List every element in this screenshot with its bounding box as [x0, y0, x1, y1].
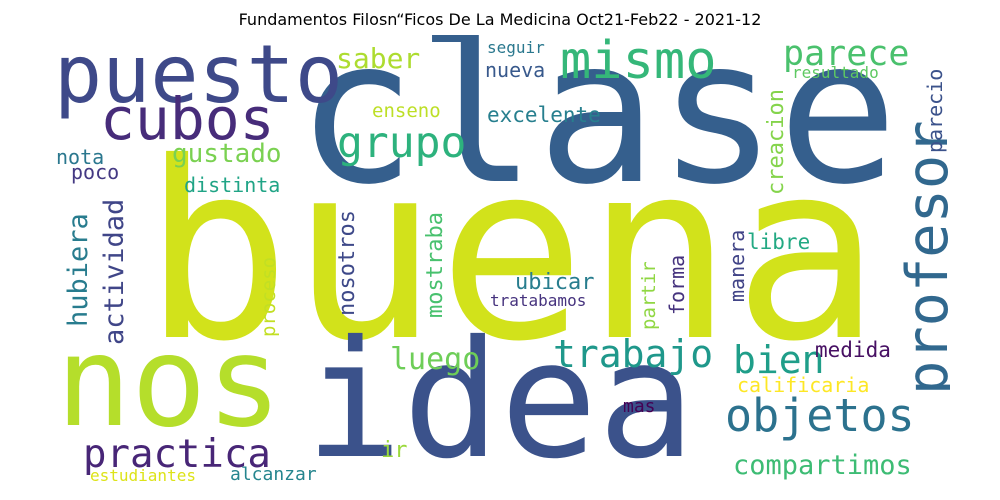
word-clase: clase: [296, 35, 899, 229]
word-ubicar: ubicar: [515, 270, 595, 295]
word-manera: manera: [725, 229, 749, 302]
word-mas: mas: [623, 396, 656, 417]
word-partir: partir: [638, 261, 660, 330]
word-hubiera: hubiera: [63, 213, 94, 327]
word-grupo: grupo: [337, 118, 467, 168]
word-trabajo: trabajo: [553, 332, 714, 376]
word-puesto: puesto: [54, 35, 343, 121]
word-idea: idea: [305, 307, 696, 485]
word-nota: nota: [56, 145, 105, 169]
word-excelente: excelente: [487, 103, 601, 127]
word-distinta: distinta: [184, 173, 281, 197]
word-tratabamos: tratabamos: [490, 291, 587, 310]
word-alcanzar: alcanzar: [230, 464, 317, 485]
word-forma: forma: [665, 254, 689, 315]
word-creacion: creacion: [764, 89, 789, 195]
word-bien: bien: [733, 338, 825, 382]
word-profesor: profesor: [895, 120, 950, 395]
word-parecio: parecio: [923, 68, 947, 153]
word-actividad: actividad: [99, 198, 130, 345]
word-estudiantes: estudiantes: [90, 466, 196, 485]
word-nos: nos: [56, 310, 282, 455]
word-ir: ir: [381, 438, 408, 463]
word-parece: parece: [783, 35, 910, 74]
word-poco: poco: [71, 160, 120, 184]
word-libre: libre: [747, 230, 811, 254]
word-saber: saber: [336, 42, 421, 75]
word-mismo: mismo: [560, 35, 717, 91]
word-gustado: gustado: [172, 139, 282, 169]
word-enseno: enseno: [372, 100, 441, 122]
word-luego: luego: [390, 342, 481, 377]
word-calificaria: calificaria: [737, 373, 870, 397]
word-nueva: nueva: [485, 58, 546, 82]
page-title: Fundamentos Filosn“Ficos De La Medicina …: [238, 10, 762, 29]
word-resultado: resultado: [792, 63, 879, 82]
word-cubos: cubos: [100, 85, 275, 153]
word-cloud: buena clase idea nos puesto cubos mismo …: [50, 35, 950, 485]
word-buena: buena: [143, 110, 881, 395]
word-medida: medida: [815, 338, 891, 362]
word-seguir: seguir: [487, 38, 545, 57]
word-proceso: proceso: [258, 256, 280, 337]
word-practica: practica: [83, 432, 271, 477]
word-objetos: objetos: [725, 389, 915, 442]
word-mostraba: mostraba: [423, 212, 448, 318]
word-nosotros: nosotros: [335, 210, 360, 316]
word-compartimos: compartimos: [733, 450, 912, 481]
